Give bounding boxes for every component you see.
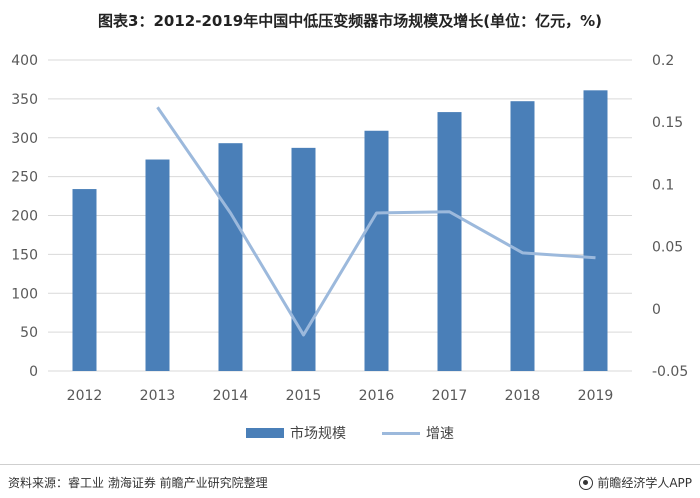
y-left-tick-label: 100 [11,286,38,302]
line-series [156,106,596,337]
y-left-tick-label: 250 [11,170,38,186]
x-tick-label: 2013 [140,388,176,404]
x-tick-label: 2016 [359,388,395,404]
y-right-tick-label: 0.2 [652,53,674,69]
legend: 市场规模 增速 [0,423,700,443]
y-left-tick-label: 50 [20,325,38,341]
chart-canvas: 0 50 100 150 200 250 300 350 400 -0.05 0 0.05 0.1 0.… [11,53,688,404]
x-tick-label: 2015 [286,388,322,404]
bar-series [72,90,608,372]
y-right-tick-label: 0.15 [652,115,683,131]
legend-item-line: 增速 [382,423,454,443]
legend-line-label: 增速 [426,426,454,442]
x-tick-label: 2018 [505,388,541,404]
x-tick-label: 2012 [67,388,103,404]
growth-line [156,106,596,337]
y-left-tick-label: 0 [29,364,38,380]
legend-bar-swatch [246,428,284,438]
legend-item-bar: 市场规模 [246,423,346,443]
bar [145,159,170,371]
brand-label: 前瞻经济学人APP [597,476,692,490]
y-right-tick-label: -0.05 [652,364,688,380]
brand: 前瞻经济学人APP [579,474,692,491]
bar [364,130,389,371]
y-left-tick-label: 400 [11,53,38,69]
bar [291,147,316,371]
y-right-tick-label: 0.1 [652,177,674,193]
y-left-tick-label: 350 [11,92,38,108]
legend-line-swatch [382,431,420,435]
bar [72,189,97,371]
gridlines [48,59,632,372]
x-tick-label: 2017 [432,388,468,404]
y-left-tick-label: 200 [11,209,38,225]
x-tick-label: 2019 [578,388,614,404]
x-tick-label: 2014 [213,388,249,404]
right-axis-ticks: -0.05 0 0.05 0.1 0.15 0.2 [652,53,688,380]
footer: 资料来源：睿工业 渤海证券 前瞻产业研究院整理 前瞻经济学人APP [0,464,700,498]
x-axis-ticks: 2012 2013 2014 2015 2016 2017 2018 2019 [67,388,614,404]
bar [437,112,462,371]
y-left-tick-label: 150 [11,247,38,263]
y-left-tick-label: 300 [11,131,38,147]
y-right-tick-label: 0 [652,302,661,318]
bar [218,143,243,371]
y-right-tick-label: 0.05 [652,240,683,256]
source-note: 资料来源：睿工业 渤海证券 前瞻产业研究院整理 [8,476,268,490]
brand-logo-icon [579,475,594,490]
left-axis-ticks: 0 50 100 150 200 250 300 350 400 [11,53,38,380]
bar [510,101,535,372]
legend-bar-label: 市场规模 [290,426,346,442]
chart-title: 图表3：2012-2019年中国中低压变频器市场规模及增长(单位：亿元，%) [98,12,602,30]
bar [583,90,608,371]
